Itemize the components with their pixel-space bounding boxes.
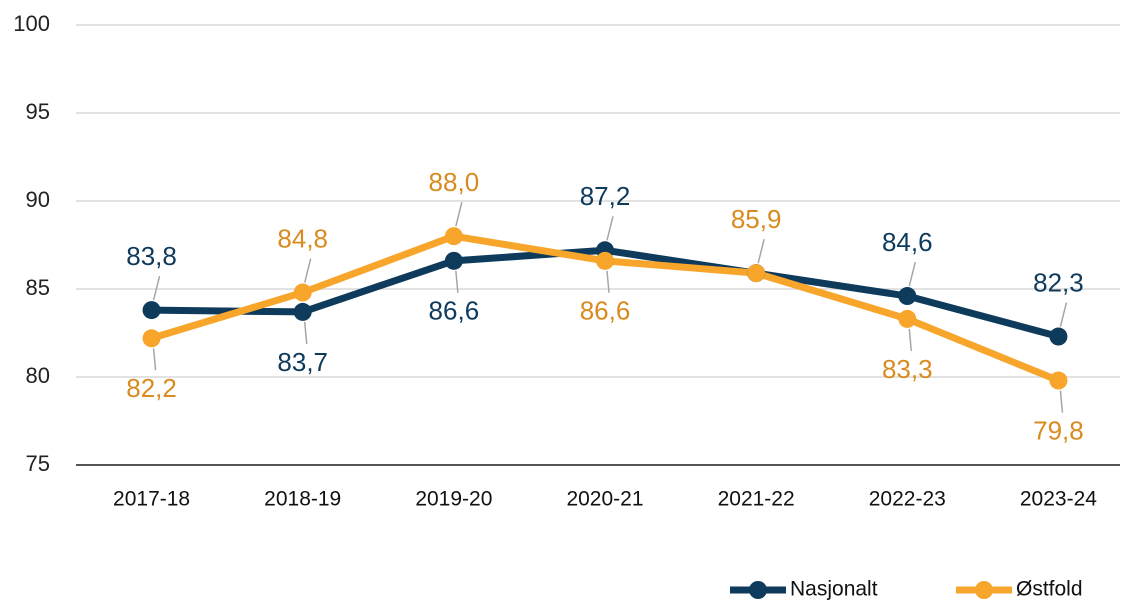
x-tick-label: 2021-22 (718, 488, 795, 511)
data-label: 85,9 (731, 204, 782, 234)
data-label: 82,2 (126, 373, 177, 403)
data-point (1049, 327, 1068, 346)
leader-line (908, 328, 913, 351)
data-point (142, 329, 161, 348)
y-tick-label: 75 (26, 451, 50, 476)
data-point (293, 302, 312, 321)
y-tick-label: 95 (26, 99, 50, 124)
data-label: 82,3 (1033, 267, 1084, 297)
data-label: 79,8 (1033, 415, 1084, 445)
x-tick-label: 2018-19 (264, 488, 341, 511)
x-tick-label: 2019-20 (415, 488, 492, 511)
legend-marker (975, 581, 993, 599)
leader-line (455, 270, 459, 293)
data-point (747, 264, 766, 283)
y-tick-label: 100 (13, 11, 50, 36)
data-point (1049, 371, 1068, 390)
leader-line (1059, 390, 1064, 413)
data-label: 83,8 (126, 241, 177, 271)
data-label: 83,7 (277, 347, 328, 377)
data-point (596, 251, 614, 270)
data-point (444, 227, 463, 246)
data-point (898, 287, 917, 306)
data-point (444, 251, 463, 270)
legend-marker (749, 581, 767, 599)
data-label: 86,6 (580, 296, 631, 326)
x-tick-label: 2017-18 (113, 488, 190, 511)
y-tick-label: 80 (26, 363, 50, 388)
leader-line (606, 270, 610, 293)
leader-line (1059, 302, 1068, 327)
leader-line (152, 348, 157, 371)
x-tick-label: 2022-23 (869, 488, 946, 511)
legend-label: Nasjonalt (790, 578, 878, 601)
leader-line (303, 321, 308, 344)
leader-line (303, 258, 312, 283)
y-tick-label: 90 (26, 187, 50, 212)
leader-line (908, 261, 917, 287)
x-tick-label: 2020-21 (566, 488, 643, 511)
y-tick-label: 85 (26, 275, 50, 300)
leader-line (606, 216, 614, 241)
data-point (293, 283, 312, 302)
data-label: 84,8 (277, 223, 328, 253)
data-label: 87,2 (580, 181, 631, 211)
legend-label: Østfold (1016, 578, 1083, 601)
data-label: 84,6 (882, 227, 933, 257)
data-label: 88,0 (429, 167, 480, 197)
data-label: 83,3 (882, 354, 933, 384)
data-point (898, 309, 917, 328)
leader-line (455, 202, 463, 227)
leader-line (152, 275, 161, 301)
x-tick-label: 2023-24 (1020, 488, 1097, 511)
leader-line (757, 238, 765, 264)
data-label: 86,6 (429, 296, 480, 326)
data-point (142, 301, 161, 320)
